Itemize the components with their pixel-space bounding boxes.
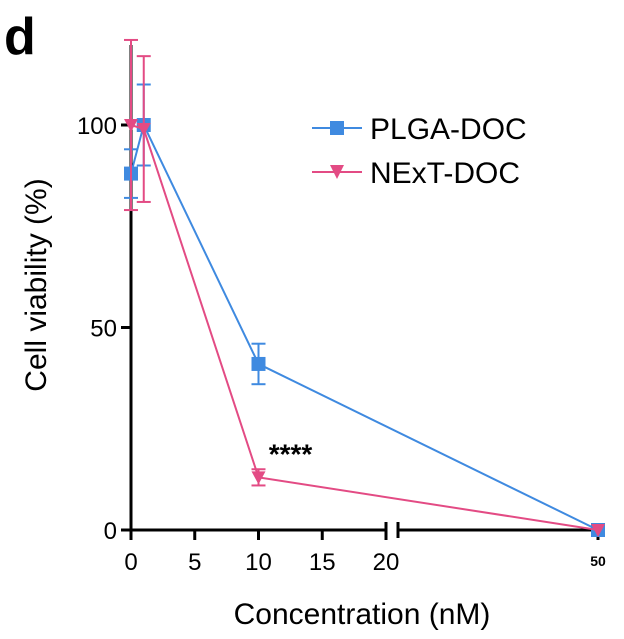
data-point (124, 119, 138, 132)
y-tick-label: 50 (90, 316, 117, 343)
data-point (251, 471, 266, 485)
y-tick-label: 100 (77, 113, 117, 140)
series-line (130, 122, 599, 531)
legend: PLGA-DOC NExT-DOC (312, 113, 527, 190)
x-tick-label: 15 (309, 549, 336, 576)
series-1 (124, 38, 605, 537)
x-tick-label: 10 (245, 549, 272, 576)
series-layer (124, 38, 605, 537)
panel-letter: d (4, 8, 36, 66)
data-point (251, 356, 266, 371)
x-tick-label: 20 (373, 549, 400, 576)
series-line (130, 124, 599, 531)
legend-label-plga: PLGA-DOC (370, 113, 527, 146)
legend-marker-plga (330, 121, 344, 135)
x-tick-label: 0 (124, 549, 137, 576)
x-tick-label: 50 (590, 553, 606, 569)
x-tick-label: 5 (188, 549, 201, 576)
y-axis-title: Cell viability (%) (20, 178, 53, 391)
y-tick-label: 0 (104, 518, 117, 545)
data-point (591, 524, 605, 537)
series-0 (124, 83, 605, 537)
legend-label-next: NExT-DOC (370, 157, 520, 190)
legend-marker-next (330, 165, 344, 179)
significance-annotation: **** (269, 438, 313, 469)
axes: 0 50 100 0 5 10 15 20 50 (77, 45, 606, 576)
x-axis-title: Concentration (nM) (234, 598, 491, 631)
data-point (136, 123, 151, 137)
